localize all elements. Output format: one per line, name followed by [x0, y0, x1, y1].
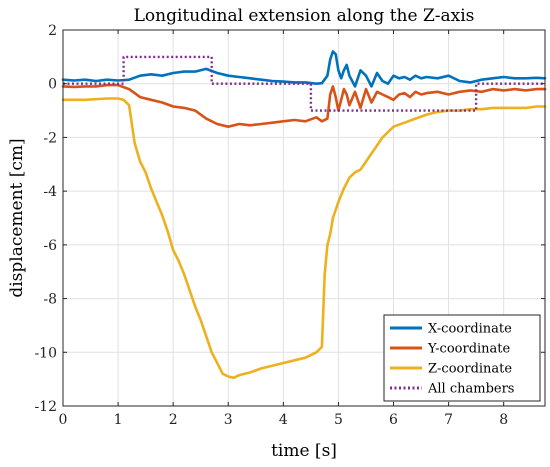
y-tick-label: 0 [48, 77, 57, 93]
y-tick-label: 2 [48, 23, 57, 39]
chart-title: Longitudinal extension along the Z-axis [134, 6, 475, 26]
legend-label: Z-coordinate [428, 362, 512, 377]
series-x-coordinate [61, 50, 547, 88]
x-tick-label: 2 [169, 412, 178, 428]
x-tick-label: 5 [334, 412, 343, 428]
series-z-coordinate [61, 97, 547, 380]
y-tick-labels: 2 0 -2 -4 -6 -8 -10 -12 [34, 23, 57, 415]
plot-frame [62, 29, 546, 407]
x-tick-label: 1 [114, 412, 123, 428]
y-tick-label: -2 [43, 130, 57, 146]
x-tick-label: 0 [59, 412, 68, 428]
x-tick-label: 6 [389, 412, 398, 428]
x-tick-label: 3 [224, 412, 233, 428]
ticks [62, 29, 545, 407]
legend-label: Y-coordinate [427, 342, 511, 357]
legend-label: X-coordinate [428, 322, 512, 337]
y-tick-label: -6 [43, 238, 57, 254]
x-axis-label: time [s] [271, 441, 337, 461]
legend: X-coordinate Y-coordinate Z-coordinate All … [383, 314, 541, 402]
y-tick-label: -12 [34, 399, 57, 415]
series-all-chambers [63, 55, 545, 112]
legend-label: All chambers [427, 382, 514, 397]
y-tick-label: -8 [43, 292, 57, 308]
x-tick-label: 7 [444, 412, 453, 428]
series-layer [61, 50, 547, 380]
x-tick-label: 4 [279, 412, 288, 428]
series-y-coordinate [61, 83, 547, 128]
x-tick-label: 8 [499, 412, 508, 428]
y-tick-label: -4 [43, 184, 57, 200]
y-tick-label: -10 [34, 345, 57, 361]
x-tick-labels: 0 1 2 3 4 5 6 7 8 [59, 412, 509, 428]
y-axis-label: displacement [cm] [7, 138, 27, 297]
